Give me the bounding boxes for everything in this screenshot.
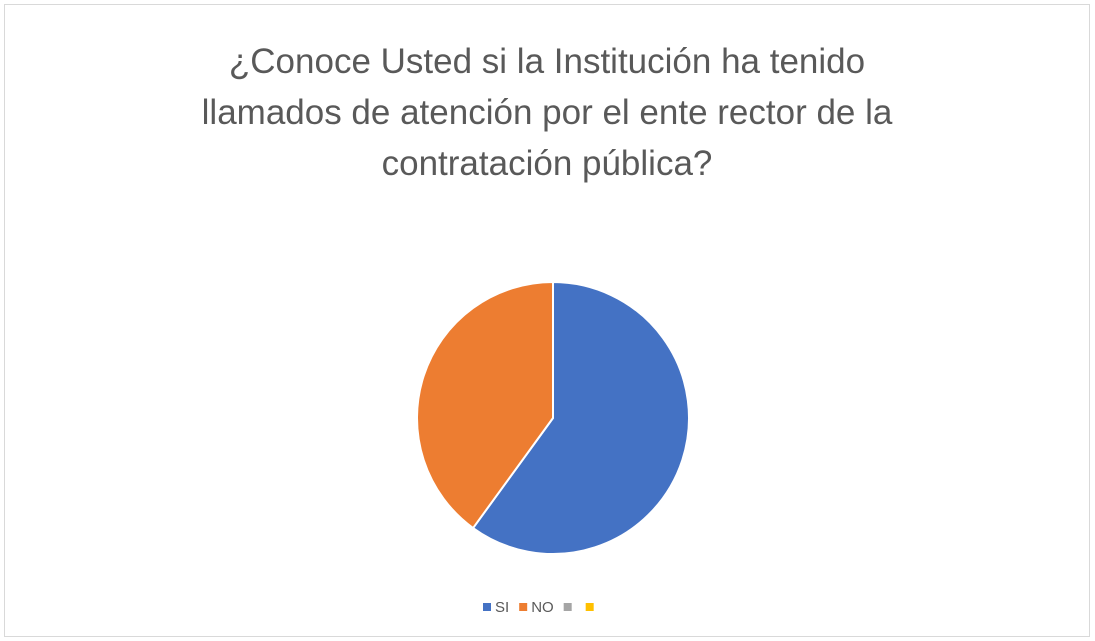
pie-slice [471,280,690,555]
pie-slice [416,280,554,530]
legend-swatch [585,603,594,611]
chart-title: ¿Conoce Usted si la Institución ha tenid… [201,42,893,183]
legend-label: SI [495,599,509,616]
legend-swatch [563,603,572,611]
chart-frame [4,4,1090,637]
legend-swatch [483,603,491,611]
legend-swatch [519,603,528,611]
legend-label: NO [531,599,554,616]
